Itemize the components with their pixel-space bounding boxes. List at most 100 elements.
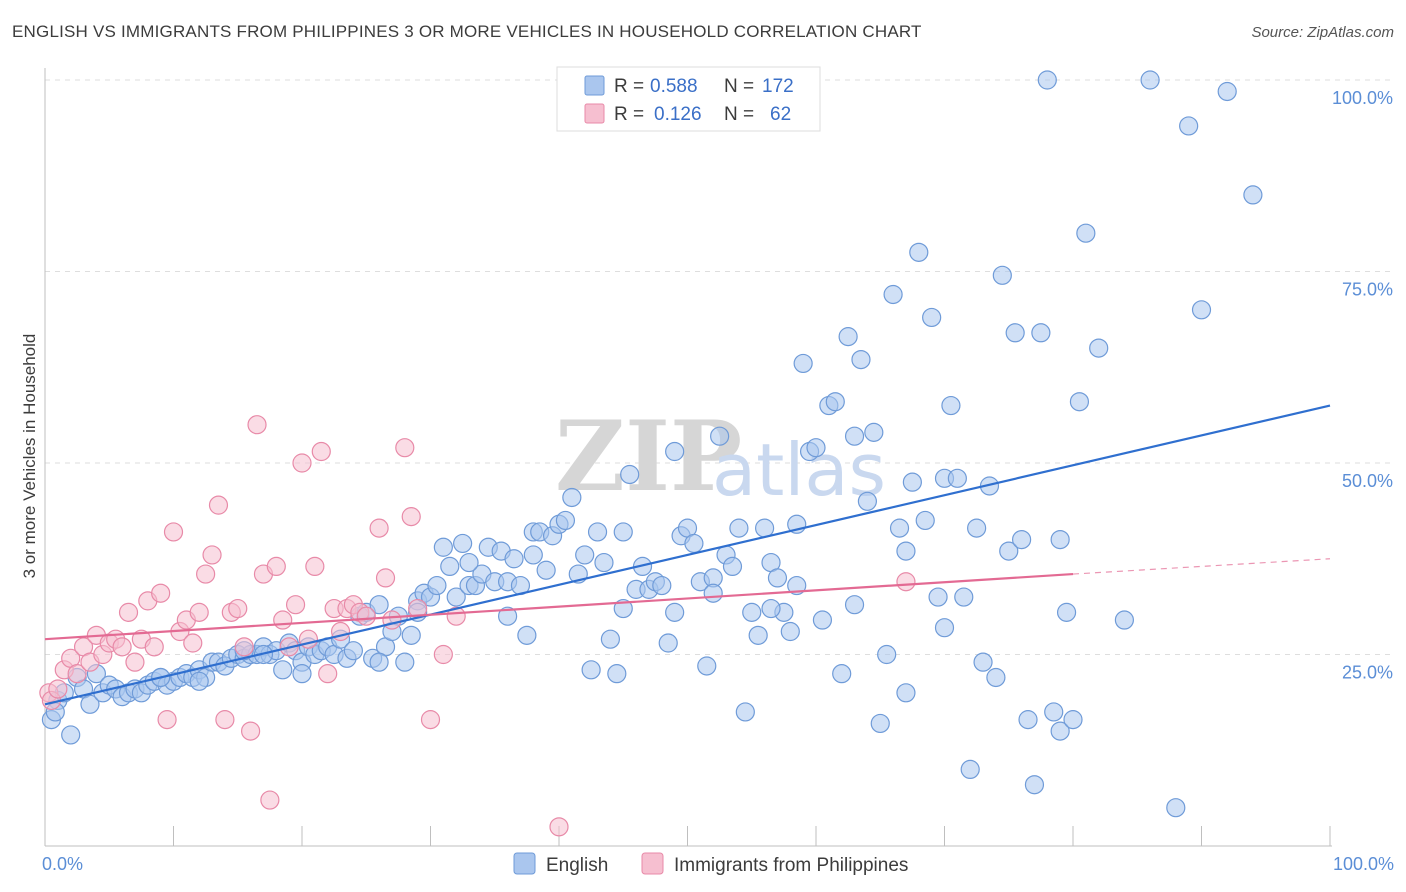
english-point: [1005, 323, 1025, 343]
philippines-point: [382, 610, 402, 630]
x-tick-label-min: 0.0%: [42, 854, 83, 874]
english-point: [832, 664, 852, 684]
english-point: [607, 664, 627, 684]
english-point: [523, 545, 543, 565]
english-point: [517, 625, 537, 645]
english-point: [658, 633, 678, 653]
bottom-legend-label-english: English: [546, 855, 608, 876]
bottom-legend-swatch-philippines: [641, 852, 664, 875]
english-point: [812, 610, 833, 630]
bottom-legend-swatch-english: [513, 852, 536, 875]
philippines-point: [144, 637, 164, 657]
english-point: [587, 522, 608, 542]
english-point: [896, 541, 916, 561]
english-point: [1018, 710, 1038, 730]
english-point: [889, 518, 910, 538]
english-point: [1076, 223, 1096, 243]
english-point: [922, 307, 942, 328]
english-point: [600, 629, 621, 649]
philippines-point: [215, 710, 235, 730]
philippines-point: [356, 606, 376, 626]
trend-lines: [44, 404, 1331, 706]
english-point: [80, 694, 100, 714]
english-point: [742, 602, 762, 622]
philippines-point: [401, 507, 421, 527]
english-point: [870, 713, 890, 734]
english-point: [787, 575, 807, 596]
english-point: [369, 595, 389, 615]
legend-n-value-philippines: 62: [770, 104, 791, 125]
english-point: [992, 265, 1012, 285]
philippines-point: [395, 438, 415, 458]
x-tick-marks: [44, 826, 1331, 846]
english-point: [806, 438, 826, 458]
grid-lines: [45, 79, 1392, 655]
philippines-point: [163, 522, 184, 542]
philippines-point: [118, 602, 139, 622]
english-point: [1166, 798, 1186, 818]
philippines-point: [549, 817, 569, 837]
english-point: [864, 422, 884, 442]
english-point: [594, 552, 614, 573]
english-point: [947, 468, 967, 488]
english-point: [735, 702, 755, 722]
philippines-point: [196, 564, 216, 584]
english-point: [684, 533, 704, 554]
english-point: [61, 725, 81, 745]
english-point: [851, 349, 871, 370]
english-point: [697, 656, 717, 676]
english-point: [1024, 775, 1045, 795]
y-tick-label-100: 100.0%: [1332, 88, 1393, 108]
philippines-point: [266, 556, 286, 577]
philippines-point: [151, 583, 171, 603]
legend-box: R = 0.588 N = 172 R = 0.126 N = 62: [556, 66, 821, 132]
english-point: [1050, 721, 1070, 741]
english-point: [1031, 323, 1051, 343]
english-point: [343, 641, 363, 661]
trend-line-english: [44, 404, 1331, 706]
english-point: [1191, 300, 1212, 320]
english-point: [986, 667, 1006, 688]
english-point: [941, 395, 961, 416]
philippines-point: [369, 518, 389, 538]
english-point: [1056, 602, 1077, 622]
watermark: ZIP atlas: [555, 400, 886, 513]
english-point: [967, 518, 987, 538]
philippines-point: [208, 495, 229, 515]
philippines-point: [183, 633, 203, 653]
english-point: [844, 595, 865, 615]
english-point: [722, 556, 743, 577]
english-point: [902, 472, 922, 492]
philippines-point: [446, 606, 466, 626]
english-point: [729, 518, 749, 538]
philippines-point: [420, 710, 441, 730]
philippines-point: [241, 721, 261, 741]
legend-n-value-english: 172: [762, 76, 794, 97]
english-point: [1037, 70, 1057, 90]
legend-n-label-philippines: N =: [724, 104, 754, 125]
legend-swatch-english: [584, 75, 605, 96]
english-point: [928, 587, 948, 607]
english-point: [665, 441, 685, 462]
philippines-point: [433, 644, 453, 665]
english-point: [440, 556, 460, 577]
english-point: [954, 587, 974, 607]
english-point: [401, 625, 421, 645]
english-point: [446, 587, 466, 607]
english-point: [504, 549, 524, 569]
english-point: [536, 560, 556, 580]
english-point: [613, 598, 633, 619]
source-label: Source: ZipAtlas.com: [1251, 24, 1394, 41]
english-point: [395, 652, 415, 672]
chart-title: ENGLISH VS IMMIGRANTS FROM PHILIPPINES 3…: [12, 22, 922, 41]
trend-line-philippines-extension: [1072, 558, 1331, 575]
philippines-point: [247, 415, 267, 435]
english-point: [1063, 710, 1083, 730]
english-point: [793, 353, 813, 374]
philippines-point: [318, 664, 338, 684]
philippines-point: [285, 595, 306, 615]
english-point: [703, 583, 723, 603]
english-point: [1140, 70, 1160, 90]
trend-line-philippines: [44, 572, 1074, 641]
